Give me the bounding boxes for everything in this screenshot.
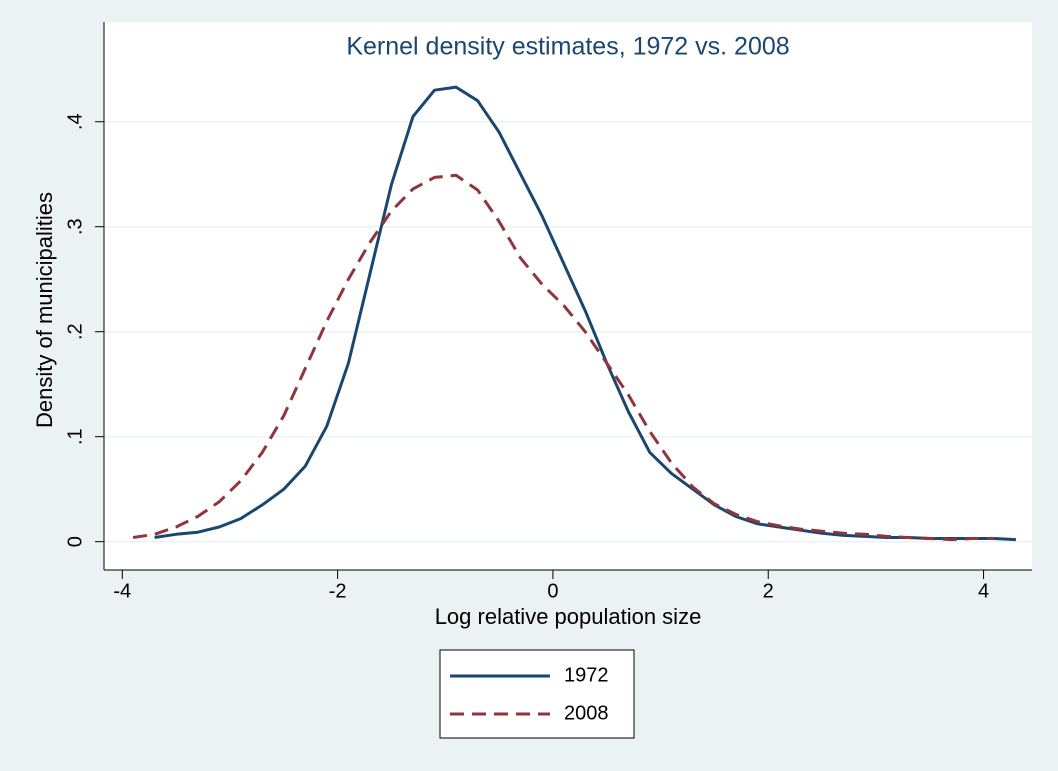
x-tick-label: 0 <box>547 580 558 602</box>
line-series <box>154 85 1016 542</box>
plot-area <box>104 22 1032 570</box>
y-tick-label: 0 <box>64 536 86 547</box>
x-tick-label: 2 <box>763 580 774 602</box>
x-tick-label: 4 <box>978 580 989 602</box>
x-tick-label: -4 <box>113 580 131 602</box>
y-tick-label: .1 <box>64 428 86 445</box>
line-series <box>132 173 995 542</box>
y-axis-label: Density of municipalities <box>32 192 57 428</box>
y-tick-label: .2 <box>64 323 86 340</box>
y-tick-label: .3 <box>64 218 86 235</box>
x-axis-label: Log relative population size <box>435 604 702 629</box>
legend-label: 2008 <box>564 702 609 724</box>
y-tick-label: .4 <box>64 113 86 130</box>
legend <box>439 649 635 739</box>
x-tick-label: -2 <box>329 580 347 602</box>
chart-title: Kernel density estimates, 1972 vs. 2008 <box>346 33 789 61</box>
legend-label: 1972 <box>564 664 609 686</box>
